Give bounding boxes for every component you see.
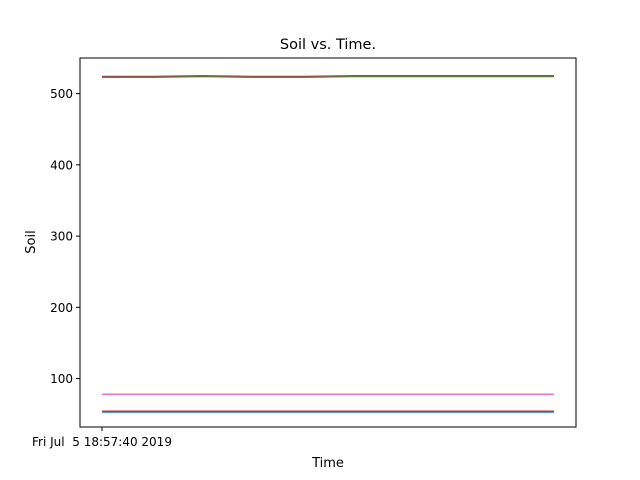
y-tick-label: 400 bbox=[50, 158, 73, 172]
plot-area: 100 200 300 400 500 Fri Jul 5 18:57:40 2019 bbox=[32, 57, 577, 449]
y-tick-label: 300 bbox=[50, 230, 73, 244]
series-line-2 bbox=[102, 75, 554, 78]
series-layer bbox=[102, 75, 554, 413]
x-tick-label: Fri Jul 5 18:57:40 2019 bbox=[32, 435, 172, 449]
x-axis-label: Time bbox=[311, 456, 344, 471]
y-axis-ticks: 100 200 300 400 500 bbox=[50, 87, 80, 386]
y-tick-label: 100 bbox=[50, 372, 73, 386]
axes-frame bbox=[79, 57, 577, 428]
x-axis-ticks: Fri Jul 5 18:57:40 2019 bbox=[32, 427, 172, 449]
y-tick-label: 200 bbox=[50, 301, 73, 315]
y-tick-label: 500 bbox=[50, 87, 73, 101]
chart-title: Soil vs. Time. bbox=[280, 37, 376, 53]
y-axis-label: Soil bbox=[24, 230, 39, 253]
